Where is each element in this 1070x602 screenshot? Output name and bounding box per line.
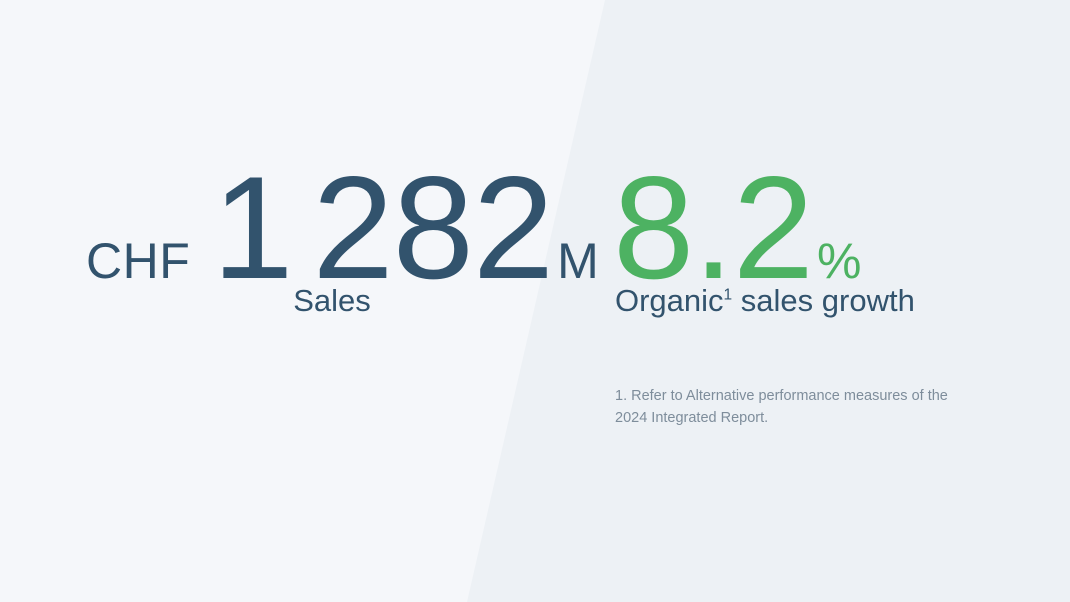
currency-label: CHF (86, 233, 191, 289)
magnitude-label: M (557, 233, 599, 289)
percent-label: % (816, 233, 862, 289)
sales-value-remainder: 282 (312, 146, 554, 309)
organic-growth-caption-suffix: sales growth (732, 283, 915, 318)
footnote-text: 1. Refer to Alternative performance meas… (615, 388, 948, 427)
organic-growth-figure-row: 8.2 % (613, 155, 861, 301)
kpi-card-organic-growth: 8.2 % Organic1 sales growth (613, 0, 1053, 602)
organic-growth-caption: Organic1 sales growth (615, 282, 915, 319)
sales-caption: Sales (293, 283, 371, 318)
kpi-card-sales: CHF 1 282 M Sales (86, 155, 599, 319)
sales-value: 1 282 (212, 155, 554, 301)
footnote-marker: 1 (723, 286, 733, 304)
organic-growth-value: 8.2 (613, 146, 814, 309)
organic-growth-caption-text: Organic (615, 283, 724, 318)
sales-figure-row: CHF 1 282 M (86, 155, 599, 301)
sales-value-thousands: 1 (212, 146, 293, 309)
